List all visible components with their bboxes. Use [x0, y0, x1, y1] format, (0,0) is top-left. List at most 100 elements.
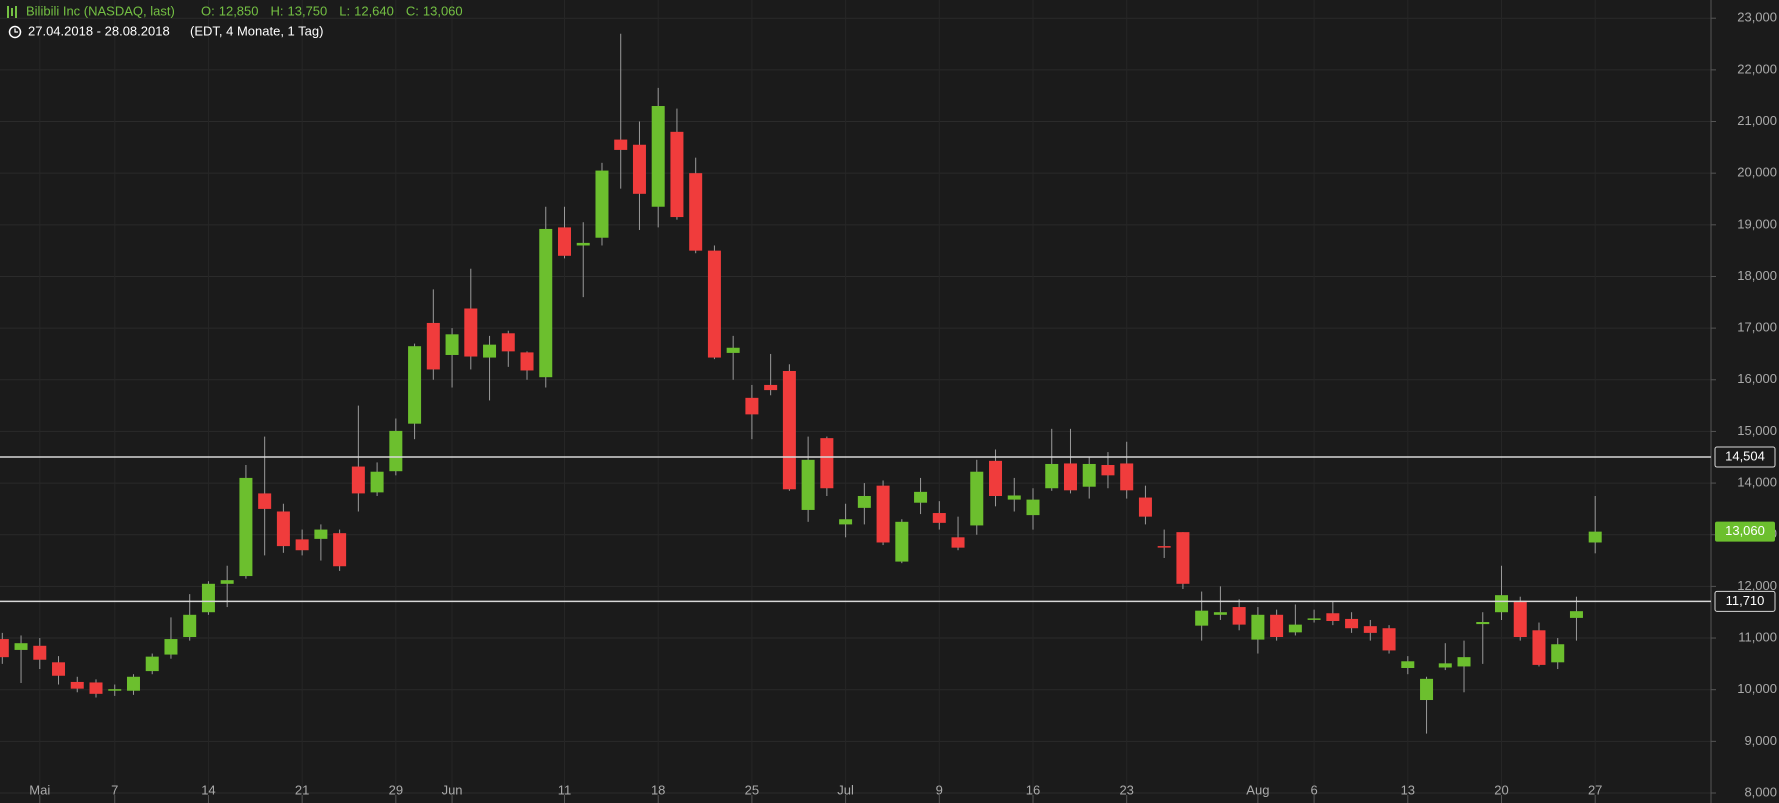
- candle-body: [1157, 546, 1171, 548]
- candle-body: [782, 370, 796, 490]
- y-tick-label: 22,000: [1737, 61, 1777, 76]
- candle-body: [670, 131, 684, 218]
- candle-body: [1569, 611, 1583, 618]
- chart-icon: [7, 6, 17, 18]
- candle-body: [408, 346, 422, 424]
- candle-body: [520, 352, 534, 371]
- candle-body: [1120, 463, 1134, 491]
- candle-body: [0, 639, 9, 658]
- candle-body: [1363, 626, 1377, 633]
- x-tick-label: 25: [745, 782, 759, 797]
- ohlc-key: O:: [201, 3, 215, 18]
- candle-body: [707, 250, 721, 358]
- header-info: (EDT, 4 Monate, 1 Tag): [190, 23, 323, 38]
- candle-body: [89, 682, 103, 694]
- candle-body: [258, 493, 272, 509]
- clock-hands: [14, 28, 18, 33]
- candle-body: [951, 537, 965, 548]
- y-tick-label: 9,000: [1744, 733, 1777, 748]
- ohlc-value: 13,060: [423, 3, 463, 18]
- candle-body: [1588, 531, 1602, 543]
- candle-body: [220, 580, 234, 584]
- candle-body: [1213, 612, 1227, 615]
- ohlc-value: 12,640: [354, 3, 394, 18]
- candle-body: [1195, 610, 1209, 626]
- candle-body: [839, 519, 853, 525]
- price-marker-label: 13,060: [1725, 523, 1765, 538]
- x-tick-label: Jul: [837, 782, 854, 797]
- candle-body: [1476, 622, 1490, 625]
- price-marker-box: [1715, 521, 1775, 542]
- hline-label-box: [1714, 446, 1776, 468]
- x-tick-label: Mai: [29, 782, 50, 797]
- candle-body: [895, 521, 909, 562]
- candle-body: [389, 430, 403, 472]
- y-tick-label: 16,000: [1737, 371, 1777, 386]
- candle-body: [108, 689, 122, 691]
- candle-body: [876, 485, 890, 543]
- candle-body: [1251, 614, 1265, 640]
- candle-body: [539, 228, 553, 378]
- marks: [0, 33, 1602, 734]
- ohlc-value: 13,750: [288, 3, 328, 18]
- candle-body: [52, 662, 66, 676]
- x-tick-label: 7: [111, 782, 118, 797]
- candle-body: [445, 334, 459, 355]
- candle-body: [1401, 661, 1415, 668]
- candle-body: [1288, 624, 1302, 633]
- header-range: 27.04.2018 - 28.08.2018: [28, 23, 170, 38]
- x-tick-label: 18: [651, 782, 665, 797]
- x-tick-label: 9: [936, 782, 943, 797]
- y-tick-label: 19,000: [1737, 216, 1777, 231]
- candle-body: [820, 438, 834, 489]
- candle-body: [239, 477, 253, 577]
- candle-body: [501, 333, 515, 352]
- candle-body: [333, 533, 347, 567]
- candle-body: [1045, 463, 1059, 489]
- candle-body: [1551, 644, 1565, 663]
- candle-body: [801, 459, 815, 510]
- x-tick-label: 23: [1119, 782, 1133, 797]
- x-tick-label: 16: [1026, 782, 1040, 797]
- candle-body: [370, 471, 384, 493]
- candle-body: [726, 347, 740, 353]
- y-tick-label: 20,000: [1737, 165, 1777, 180]
- candle-body: [426, 322, 440, 370]
- candle-body: [632, 144, 646, 194]
- candle-body: [914, 491, 928, 503]
- candle-body: [1232, 607, 1246, 625]
- candle-body: [1063, 463, 1077, 491]
- candle-body: [989, 460, 1003, 496]
- candle-body: [970, 471, 984, 526]
- candle-body: [126, 676, 140, 691]
- candle-body: [558, 227, 571, 256]
- candle-body: [1101, 465, 1115, 476]
- y-tick-label: 8,000: [1744, 784, 1777, 799]
- x-tick-label: 13: [1401, 782, 1415, 797]
- x-tick-label: 20: [1494, 782, 1508, 797]
- candle-body: [857, 495, 871, 508]
- x-tick-label: 14: [201, 782, 215, 797]
- x-tick-label: Aug: [1246, 782, 1269, 797]
- candle-body: [764, 384, 778, 391]
- candle-body: [1420, 678, 1434, 701]
- y-tick-label: 10,000: [1737, 681, 1777, 696]
- candle-body: [314, 529, 328, 539]
- candle-body: [689, 173, 703, 251]
- candle-body: [745, 397, 759, 415]
- candle-body: [1082, 463, 1096, 487]
- hline-label: 11,710: [1726, 593, 1765, 608]
- y-tick-label: 11,000: [1738, 629, 1777, 644]
- candle-body: [164, 639, 178, 655]
- candle-body: [183, 614, 197, 638]
- candle-body: [70, 681, 84, 689]
- ohlc-key: L:: [339, 3, 350, 18]
- y-tick-label: 15,000: [1737, 423, 1777, 438]
- candle-body: [14, 643, 28, 650]
- clock-icon: [8, 25, 22, 39]
- candle-body: [464, 308, 478, 357]
- x-tick-label: 21: [295, 782, 309, 797]
